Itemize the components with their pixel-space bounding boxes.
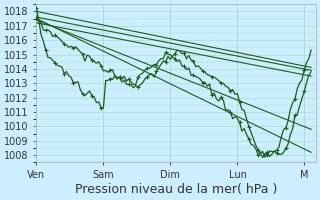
X-axis label: Pression niveau de la mer( hPa ): Pression niveau de la mer( hPa ) — [75, 183, 277, 196]
